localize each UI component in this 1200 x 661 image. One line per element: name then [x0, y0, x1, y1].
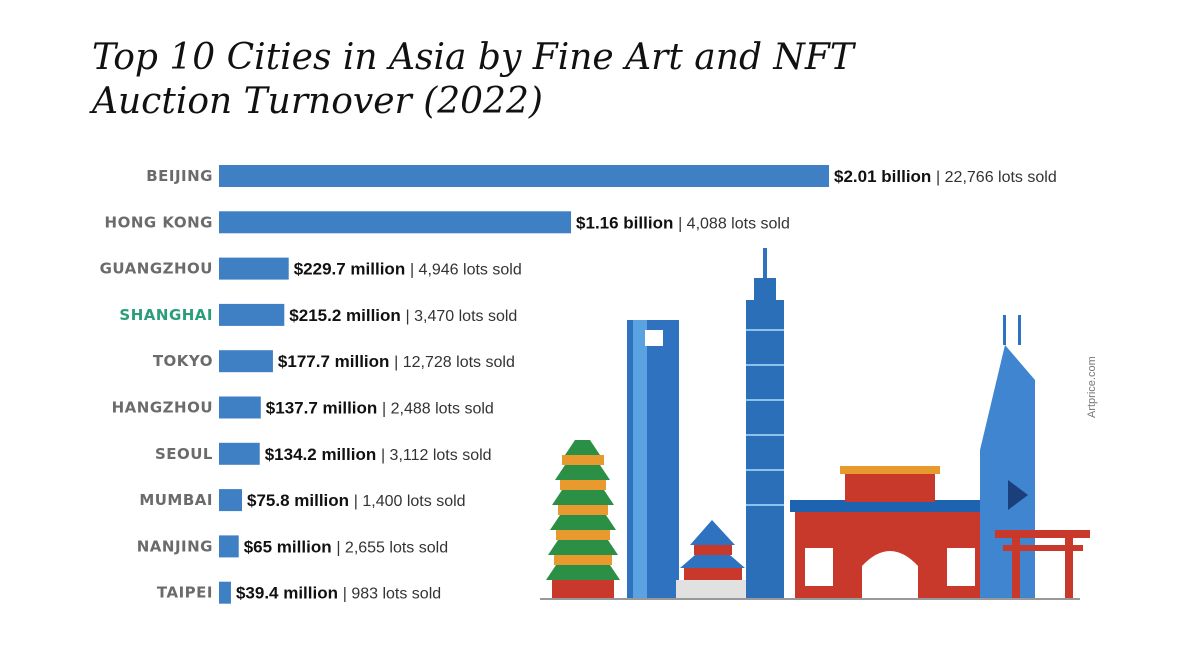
category-label: SHANGHAI: [119, 306, 213, 324]
torii-gate-icon: [995, 530, 1090, 598]
value-label: $1.16 billion | 4,088 lots sold: [576, 213, 790, 232]
skyline-illustration: [540, 248, 1090, 600]
chart-title: Top 10 Cities in Asia by Fine Art and NF…: [92, 37, 854, 122]
bar-hong-kong: [219, 211, 572, 234]
bar-guangzhou: [219, 257, 289, 280]
category-label: NANJING: [137, 537, 213, 555]
labels-group: BEIJING $2.01 billion | 22,766 lots sold H…: [100, 167, 1057, 603]
bar-nanjing: [219, 535, 239, 558]
temple-icon: [676, 520, 750, 598]
bar-hangzhou: [219, 396, 261, 419]
bar-seoul: [219, 442, 260, 465]
value-label: $134.2 million | 3,112 lots sold: [265, 445, 492, 464]
category-label: BEIJING: [146, 167, 213, 185]
bar-beijing: [219, 165, 829, 187]
value-label: $229.7 million | 4,946 lots sold: [294, 260, 522, 279]
skyscraper-icon: [627, 320, 679, 598]
value-label: $177.7 million | 12,728 lots sold: [278, 352, 515, 371]
category-label: HONG KONG: [105, 213, 213, 231]
source-credit: Artprice.com: [1086, 356, 1098, 418]
pagoda-icon: [546, 440, 620, 598]
category-label: TOKYO: [153, 352, 213, 370]
bar-taipei: [219, 581, 231, 604]
taipei-101-icon: [746, 248, 784, 598]
bank-of-china-icon: [980, 315, 1035, 598]
bar-shanghai: [219, 303, 285, 326]
category-label: SEOUL: [155, 445, 213, 463]
gate-icon: [790, 466, 990, 598]
value-label: $65 million | 2,655 lots sold: [244, 537, 448, 556]
value-label: $2.01 billion | 22,766 lots sold: [834, 167, 1057, 186]
bars-group: [219, 165, 829, 604]
bar-tokyo: [219, 350, 273, 373]
bar-mumbai: [219, 489, 243, 512]
category-label: MUMBAI: [139, 491, 213, 509]
value-label: $75.8 million | 1,400 lots sold: [247, 491, 466, 510]
category-label: TAIPEI: [157, 584, 213, 602]
value-label: $215.2 million | 3,470 lots sold: [289, 306, 517, 325]
category-label: GUANGZHOU: [100, 260, 213, 278]
value-label: $39.4 million | 983 lots sold: [236, 584, 441, 603]
value-label: $137.7 million | 2,488 lots sold: [266, 399, 494, 418]
category-label: HANGZHOU: [112, 399, 213, 417]
